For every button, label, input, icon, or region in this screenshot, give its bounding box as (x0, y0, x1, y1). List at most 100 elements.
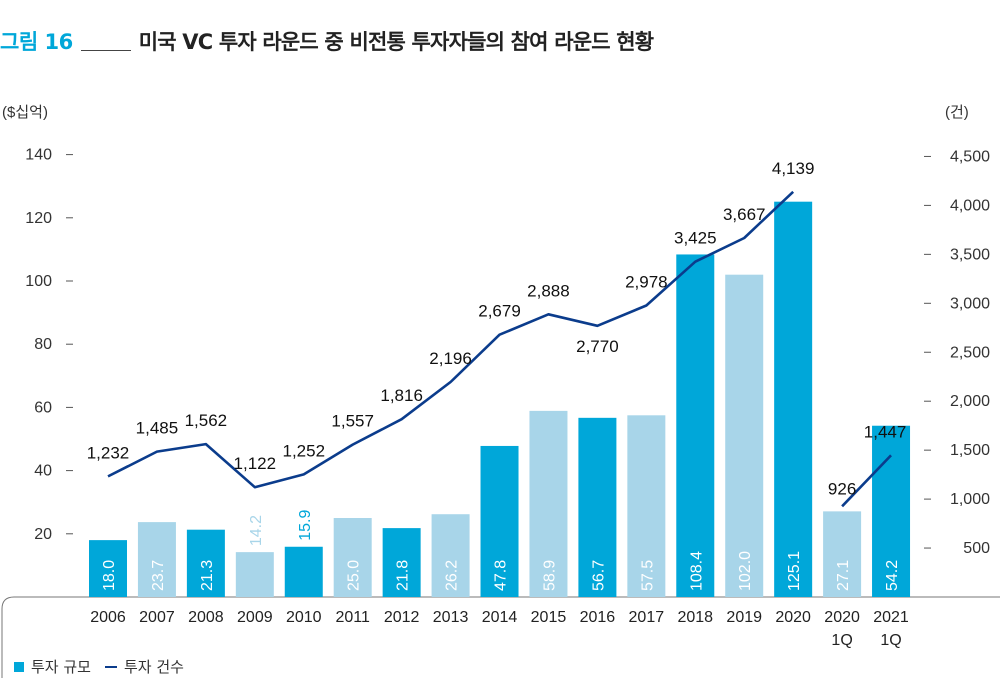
bar (627, 415, 666, 597)
x-tick-label: 2012 (384, 609, 420, 626)
bar-series (89, 201, 911, 597)
count-label: 4,139 (772, 159, 815, 178)
count-label: 2,196 (429, 349, 472, 368)
x-tick-label: 2008 (188, 609, 224, 626)
left-tick-label: 20 (34, 526, 52, 543)
count-label: 3,425 (674, 229, 717, 248)
x-tick-label: 2014 (482, 609, 518, 626)
bar (529, 410, 568, 597)
x-tick-label: 2016 (580, 609, 616, 626)
right-tick-label: 2,000 (950, 393, 990, 410)
figure-number: 그림 16 (0, 30, 73, 54)
bar-value-label: 27.1 (835, 560, 852, 591)
bar (235, 552, 274, 597)
bar-value-label: 14.2 (248, 515, 265, 546)
x-tick-label: 2006 (90, 609, 126, 626)
bar (186, 529, 225, 597)
bar (89, 540, 127, 597)
count-label: 1,252 (282, 441, 325, 460)
bar-value-label: 56.7 (590, 560, 607, 591)
bar-value-label: 18.0 (101, 560, 118, 591)
bar-value-label: 21.3 (199, 560, 216, 591)
bar-value-label: 25.0 (346, 560, 363, 591)
bar-value-label: 54.2 (884, 560, 901, 591)
count-label: 2,679 (478, 302, 521, 321)
x-tick-label: 2019 (726, 609, 762, 626)
count-label: 1,557 (331, 412, 374, 431)
bar (480, 445, 519, 597)
bar-value-label: 108.4 (688, 551, 705, 591)
count-label: 1,816 (380, 386, 423, 405)
bar (725, 274, 764, 597)
count-label: 1,562 (185, 411, 228, 430)
left-tick-label: 60 (34, 399, 52, 416)
count-line-segment (107, 190, 795, 489)
x-tick-label: 1Q (831, 632, 852, 649)
count-label: 1,122 (234, 454, 277, 473)
legend-line-label: 투자 건수 (123, 658, 184, 676)
x-tick-label: 2017 (629, 609, 665, 626)
count-label: 1,447 (864, 422, 907, 441)
chart-frame (1, 596, 1000, 678)
bar-value-label: 47.8 (493, 560, 510, 591)
chart-baseline (1, 596, 1000, 678)
count-label: 2,978 (625, 272, 668, 291)
legend-bar-swatch (14, 661, 24, 672)
bar (676, 254, 715, 597)
left-tick-label: 100 (25, 273, 52, 290)
x-tick-label: 2020 (775, 609, 811, 626)
bar (333, 518, 372, 597)
right-tick-label: 1,500 (950, 442, 990, 459)
count-line-segment (841, 454, 892, 508)
bar-value-label: 58.9 (541, 560, 558, 591)
count-label: 926 (828, 479, 856, 498)
bar-value-label: 21.8 (395, 560, 412, 591)
bar-value-label: 125.1 (786, 551, 803, 591)
x-tick-label: 2013 (433, 609, 469, 626)
left-tick-label: 40 (34, 463, 52, 480)
x-tick-label: 2011 (335, 609, 370, 626)
x-tick-label: 2007 (139, 609, 175, 626)
x-tick-label: 2015 (531, 609, 567, 626)
bar (578, 417, 617, 597)
title-rule (80, 49, 131, 51)
count-label: 3,667 (723, 205, 766, 224)
left-axis: ($십억) 20 40 60 80 100 120 140 (2, 104, 73, 543)
right-tick-label: 500 (963, 540, 990, 557)
bar (872, 425, 911, 597)
x-tick-label: 1Q (880, 632, 901, 649)
legend: 투자 규모 투자 건수 (14, 656, 184, 677)
bar (431, 514, 470, 597)
figure-title-bar: 그림 16 미국 VC 투자 라운드 중 비전통 투자자들의 참여 라운드 현황 (0, 26, 654, 56)
count-label: 2,770 (576, 337, 619, 356)
count-label: 1,232 (87, 443, 130, 462)
bar-value-label: 102.0 (737, 551, 754, 591)
left-axis-unit: ($십억) (2, 104, 48, 121)
figure-title: 미국 VC 투자 라운드 중 비전통 투자자들의 참여 라운드 현황 (138, 30, 654, 54)
x-tick-label: 2021 (873, 609, 909, 626)
right-tick-label: 4,000 (950, 197, 990, 214)
right-tick-label: 2,500 (950, 344, 990, 361)
right-axis-unit: (건) (945, 104, 969, 121)
bar (137, 522, 176, 597)
x-tick-label: 2020 (824, 609, 860, 626)
bar-value-labels: 18.0 23.7 21.3 14.2 15.9 25.0 21.8 26.2 47.8 58.9… (101, 510, 901, 591)
legend-line-swatch (104, 665, 117, 668)
bar-value-label: 57.5 (639, 560, 656, 591)
left-tick-label: 120 (25, 210, 52, 227)
right-axis: (건) 500 1,000 1,500 2,000 2,500 3,000 3,500 4,00… (924, 104, 990, 557)
bar-value-label: 26.2 (444, 560, 461, 591)
bar-value-label: 15.9 (297, 510, 314, 541)
bar (774, 201, 813, 597)
x-tick-label: 2018 (677, 609, 713, 626)
x-tick-label: 2010 (286, 609, 322, 626)
right-tick-label: 3,500 (950, 246, 990, 263)
bar (382, 528, 421, 597)
left-tick-label: 80 (34, 336, 52, 353)
bar (284, 546, 323, 597)
legend-bar-label: 투자 규모 (31, 658, 91, 676)
line-series (107, 190, 892, 508)
line-value-labels: 1,232 1,485 1,562 1,122 1,252 1,557 1,816 2,196… (87, 159, 907, 499)
right-tick-label: 4,500 (950, 148, 990, 165)
